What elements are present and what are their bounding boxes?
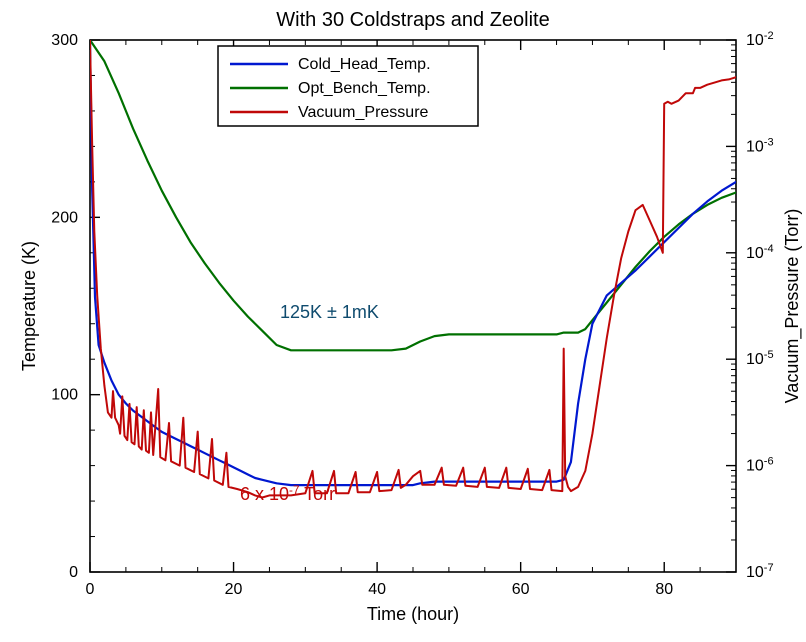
- chart-svg: With 30 Coldstraps and Zeolite 0 20 40 60 80 T…: [0, 0, 806, 642]
- annotation: 6 x 10-7 Torr: [240, 484, 335, 505]
- legend-label: Opt_Bench_Temp.: [298, 80, 431, 97]
- chart-title: With 30 Coldstraps and Zeolite: [276, 9, 549, 31]
- legend-label: Vacuum_Pressure: [298, 104, 429, 121]
- chart-container: With 30 Coldstraps and Zeolite 0 20 40 60 80 T…: [0, 0, 806, 642]
- y-left-tick-label: 100: [51, 387, 78, 404]
- x-tick-label: 20: [225, 581, 243, 598]
- x-tick-label: 60: [512, 581, 530, 598]
- y-left-tick-label: 300: [51, 32, 78, 49]
- y-left-tick-label: 0: [69, 564, 78, 581]
- annotation: 125K ± 1mK: [280, 302, 379, 322]
- x-tick-label: 40: [368, 581, 386, 598]
- y-left-tick-label: 200: [51, 209, 78, 226]
- y-left-axis-label: Temperature (K): [19, 241, 39, 371]
- x-tick-label: 80: [655, 581, 673, 598]
- legend-label: Cold_Head_Temp.: [298, 56, 431, 73]
- x-axis-label: Time (hour): [367, 604, 459, 624]
- y-right-axis-label: Vacuum_Pressure (Torr): [782, 209, 803, 404]
- x-tick-label: 0: [86, 581, 95, 598]
